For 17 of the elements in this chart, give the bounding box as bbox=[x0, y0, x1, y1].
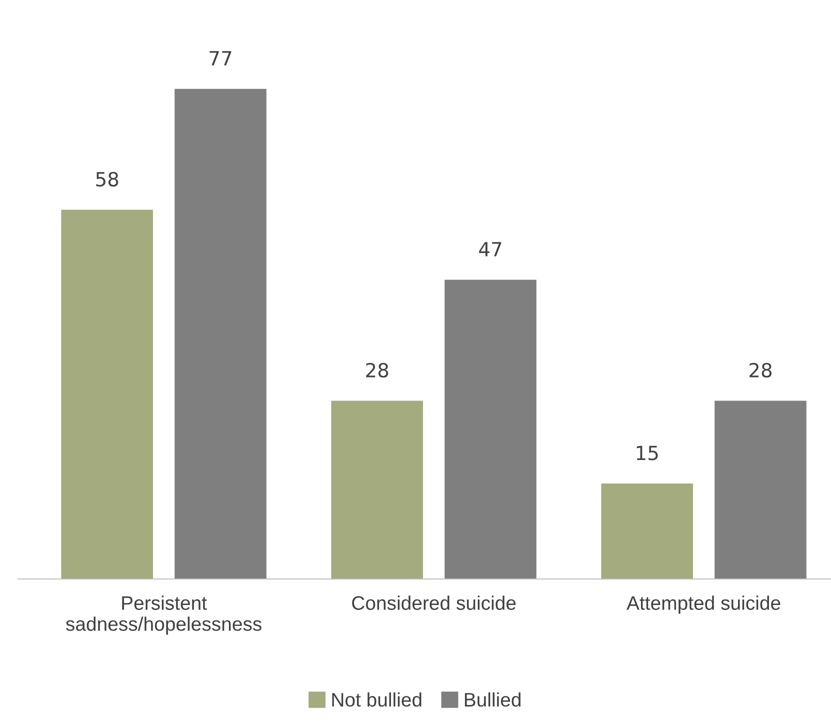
legend-label: Bullied bbox=[464, 692, 520, 707]
bar bbox=[61, 210, 153, 579]
legend-label: Not bullied bbox=[332, 692, 422, 707]
bar bbox=[714, 400, 806, 579]
data-label: 77 bbox=[210, 51, 232, 66]
data-label: 58 bbox=[96, 172, 118, 187]
data-label: 47 bbox=[479, 242, 502, 256]
x-tick-label: Persistent sadness/hopelessness bbox=[66, 596, 262, 635]
data-label: 15 bbox=[636, 446, 658, 460]
bar bbox=[331, 400, 423, 579]
data-label: 28 bbox=[366, 362, 388, 378]
bar bbox=[174, 88, 266, 579]
x-tick-label: Considered suicide bbox=[352, 596, 516, 610]
bar bbox=[601, 484, 693, 579]
bar bbox=[444, 280, 536, 579]
data-label: 28 bbox=[750, 362, 772, 378]
x-tick-label: Attempted suicide bbox=[626, 596, 780, 614]
